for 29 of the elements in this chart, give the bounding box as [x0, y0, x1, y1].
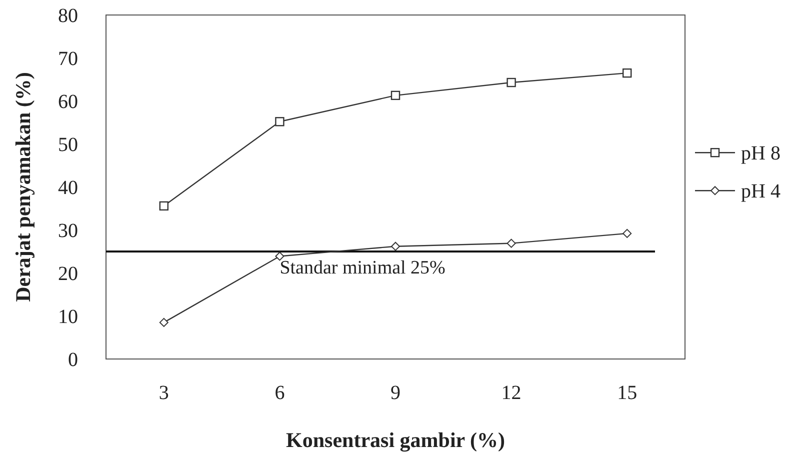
point: [622, 228, 632, 238]
y-tick-label: 50: [58, 134, 78, 156]
x-tick-label: 6: [274, 382, 285, 404]
y-tick-label: 20: [58, 263, 78, 285]
point: [391, 242, 400, 251]
point: [622, 68, 632, 78]
x-tick-label: 3: [158, 382, 169, 404]
x-tick-label: 9: [390, 382, 400, 404]
legend-label: pH 4: [741, 180, 780, 203]
point: [506, 78, 516, 88]
point: [275, 252, 284, 261]
x-tick-label: 15: [617, 382, 638, 404]
y-tick-label: 70: [58, 48, 78, 70]
x-axis-title: Konsentrasi gambir (%): [286, 428, 505, 452]
y-tick-label: 60: [58, 91, 78, 113]
ref-line-label: Standar minimal 25%: [280, 258, 446, 278]
y-tick-label: 30: [58, 220, 78, 242]
legend-label: pH 8: [741, 142, 780, 165]
y-tick-label: 40: [58, 177, 78, 199]
point: [506, 238, 516, 248]
x-tick-label: 12: [501, 382, 522, 404]
point: [159, 201, 168, 211]
y-tick-label: 10: [58, 306, 78, 328]
y-axis-title: Derajat penyamakan (%): [11, 72, 35, 302]
point: [275, 117, 284, 126]
point: [390, 90, 400, 100]
point: [159, 318, 168, 327]
y-tick-label: 0: [68, 349, 78, 371]
y-tick-label: 80: [58, 5, 78, 27]
